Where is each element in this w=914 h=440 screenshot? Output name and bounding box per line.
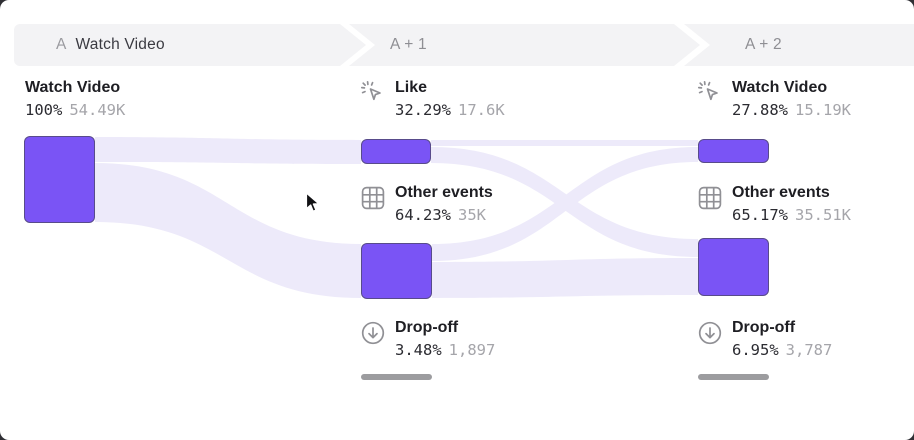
step-label: Watch Video <box>75 36 165 53</box>
node-a2-other-events[interactable] <box>698 238 769 296</box>
event-label-a2-watch-video[interactable]: Watch Video 27.88% 15.19K <box>697 78 851 119</box>
flow-like-to-watchvideo2[interactable] <box>431 140 698 146</box>
dropoff-count: 1,897 <box>448 341 496 359</box>
event-percent: 27.88% <box>732 101 788 119</box>
event-stats: 65.17% 35.51K <box>732 207 851 224</box>
dropoff-bar-a2[interactable] <box>698 374 769 380</box>
dropoff-arrow-icon <box>361 321 385 345</box>
node-a1-other-events[interactable] <box>361 243 432 299</box>
node-a2-watch-video[interactable] <box>698 139 769 163</box>
step-letter: A <box>56 36 67 53</box>
event-percent: 100% <box>25 101 63 119</box>
grid-icon <box>361 186 385 210</box>
event-name: Watch Video <box>25 79 121 96</box>
event-label-a1-like[interactable]: Like 32.29% 17.6K <box>360 78 505 119</box>
event-label-a-watch-video[interactable]: Watch Video 100% 54.49K <box>25 78 125 119</box>
dropoff-arrow-icon <box>698 321 722 345</box>
click-cursor-icon <box>360 80 381 101</box>
dropoff-percent: 3.48% <box>395 341 442 359</box>
dropoff-label-a2[interactable]: Drop-off 6.95% 3,787 <box>697 318 832 359</box>
dropoff-label-a1[interactable]: Drop-off 3.48% 1,897 <box>360 318 495 359</box>
event-name: Other events <box>732 184 830 201</box>
event-count: 35K <box>458 206 486 224</box>
event-percent: 65.17% <box>732 206 788 224</box>
event-name: Like <box>395 79 428 96</box>
step-header-a2[interactable]: A + 2 <box>745 24 782 66</box>
flow-other1-to-other2[interactable] <box>432 258 698 298</box>
event-stats: 64.23% 35K <box>395 207 493 224</box>
grid-icon <box>698 186 722 210</box>
event-label-a2-other-events[interactable]: Other events 65.17% 35.51K <box>697 183 851 224</box>
event-percent: 32.29% <box>395 101 451 119</box>
event-count: 54.49K <box>69 101 126 119</box>
step-label: A + 1 <box>390 36 427 53</box>
mouse-cursor <box>305 192 320 212</box>
dropoff-bar-a1[interactable] <box>361 374 432 380</box>
step-header-a1[interactable]: A + 1 <box>390 24 427 66</box>
event-count: 35.51K <box>795 206 851 224</box>
event-percent: 64.23% <box>395 206 451 224</box>
step-label: A + 2 <box>745 36 782 53</box>
dropoff-stats: 3.48% 1,897 <box>395 342 495 359</box>
event-stats: 100% 54.49K <box>25 102 125 119</box>
flow-watchvideo-to-like[interactable] <box>95 137 361 164</box>
flow-watchvideo-to-other1[interactable] <box>95 163 361 298</box>
step-header-a[interactable]: A Watch Video <box>56 24 165 66</box>
dropoff-stats: 6.95% 3,787 <box>732 342 832 359</box>
event-name: Watch Video <box>732 79 828 96</box>
dropoff-count: 3,787 <box>785 341 833 359</box>
event-stats: 27.88% 15.19K <box>732 102 851 119</box>
event-count: 15.19K <box>795 101 851 119</box>
event-stats: 32.29% 17.6K <box>395 102 505 119</box>
event-label-a1-other-events[interactable]: Other events 64.23% 35K <box>360 183 493 224</box>
click-cursor-icon <box>697 80 718 101</box>
dropoff-name: Drop-off <box>395 319 459 336</box>
step-band-a2 <box>684 24 914 66</box>
event-count: 17.6K <box>458 101 505 119</box>
dropoff-percent: 6.95% <box>732 341 779 359</box>
event-name: Other events <box>395 184 493 201</box>
dropoff-name: Drop-off <box>732 319 796 336</box>
node-a-watch-video[interactable] <box>24 136 95 223</box>
node-a1-like[interactable] <box>361 139 431 164</box>
